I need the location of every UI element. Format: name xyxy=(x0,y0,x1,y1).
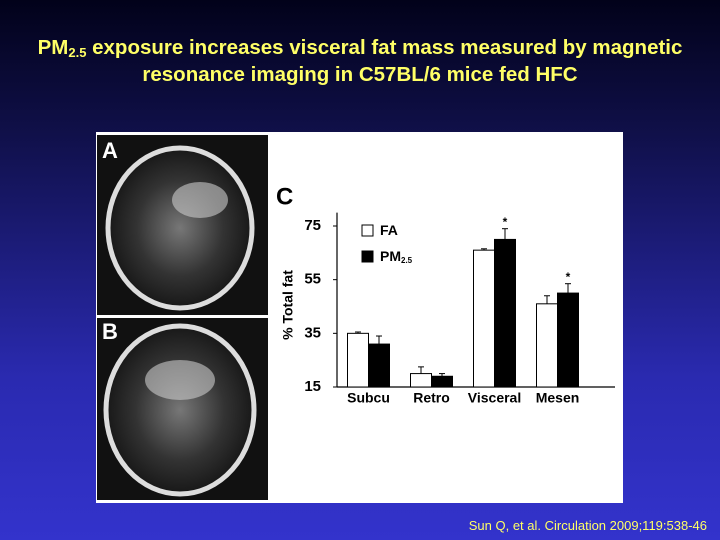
legend-swatch xyxy=(361,250,374,263)
bar xyxy=(431,375,453,388)
mri-fat xyxy=(172,182,228,218)
legend-label: FA xyxy=(380,222,398,238)
bar xyxy=(347,332,369,388)
legend-name: PM xyxy=(380,248,401,264)
bar xyxy=(410,373,432,388)
title-main: PM xyxy=(37,36,69,59)
legend-subscript: 2.5 xyxy=(401,256,413,265)
legend-label: PM2.5 xyxy=(380,248,413,265)
bar xyxy=(557,292,579,388)
y-tick-label: 35 xyxy=(304,324,321,341)
y-tick-label: 55 xyxy=(304,271,321,288)
x-tick-label: Mesen xyxy=(536,390,580,406)
y-tick-label: 15 xyxy=(304,378,321,395)
title-rest: exposure increases visceral fat mass mea… xyxy=(86,36,683,86)
mri-body xyxy=(105,145,255,311)
citation: Sun Q, et al. Circulation 2009;119:538-4… xyxy=(468,518,707,533)
bar xyxy=(368,343,390,388)
bar xyxy=(494,238,516,388)
mri-fat xyxy=(145,360,215,400)
y-tick-label: 75 xyxy=(304,217,321,234)
bar xyxy=(473,249,495,388)
panel-label: C xyxy=(276,183,293,210)
bar xyxy=(536,303,558,388)
slide-title: PM2.5 exposure increases visceral fat ma… xyxy=(20,34,700,88)
x-tick-label: Retro xyxy=(413,390,450,406)
panel-label: B xyxy=(102,319,118,344)
panel-label: A xyxy=(102,138,118,163)
x-tick-label: Subcu xyxy=(347,390,390,406)
legend-name: FA xyxy=(380,222,398,238)
significance-marker: * xyxy=(503,215,508,229)
mri-body xyxy=(103,323,257,497)
significance-marker: * xyxy=(566,270,571,284)
title-subscript: 2.5 xyxy=(68,45,87,60)
legend-swatch xyxy=(361,224,374,237)
y-axis-label: % Total fat xyxy=(280,270,296,340)
x-tick-label: Visceral xyxy=(468,390,521,406)
